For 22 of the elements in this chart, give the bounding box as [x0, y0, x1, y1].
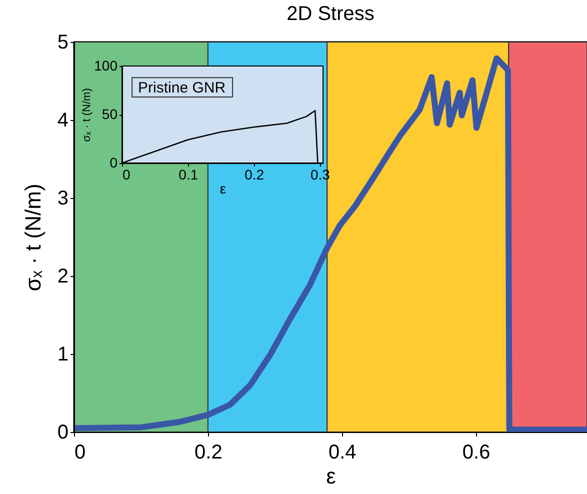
- x-tick-label: 0: [74, 442, 86, 464]
- x-tick-label: 0.4: [328, 442, 356, 464]
- y-tick-label: 1: [57, 344, 68, 366]
- x-tick-label: 0.1: [178, 166, 198, 182]
- y-tick-label: 3: [57, 188, 68, 210]
- y-tick-label: 0: [110, 154, 118, 170]
- y-axis-title: σₓ · t (N/m): [81, 88, 94, 142]
- annotation: Pristine GNR: [138, 79, 226, 96]
- x-tick-label: 0.2: [244, 166, 264, 182]
- y-tick-label: 4: [57, 110, 68, 132]
- y-axis-title: σₓ · t (N/m): [20, 184, 46, 292]
- y-tick-label: 50: [102, 106, 118, 122]
- chart-title: 2D Stress: [286, 3, 374, 25]
- y-tick-label: 5: [57, 32, 68, 54]
- y-tick-label: 2: [57, 266, 68, 288]
- x-tick-label: 0.6: [462, 442, 490, 464]
- y-tick-label: 100: [94, 58, 118, 74]
- y-tick-label: 0: [57, 422, 68, 444]
- x-tick-label: 0: [122, 166, 130, 182]
- x-axis-title: ε: [326, 464, 336, 488]
- x-axis-title: ε: [220, 180, 226, 196]
- x-tick-label: 0.2: [194, 442, 222, 464]
